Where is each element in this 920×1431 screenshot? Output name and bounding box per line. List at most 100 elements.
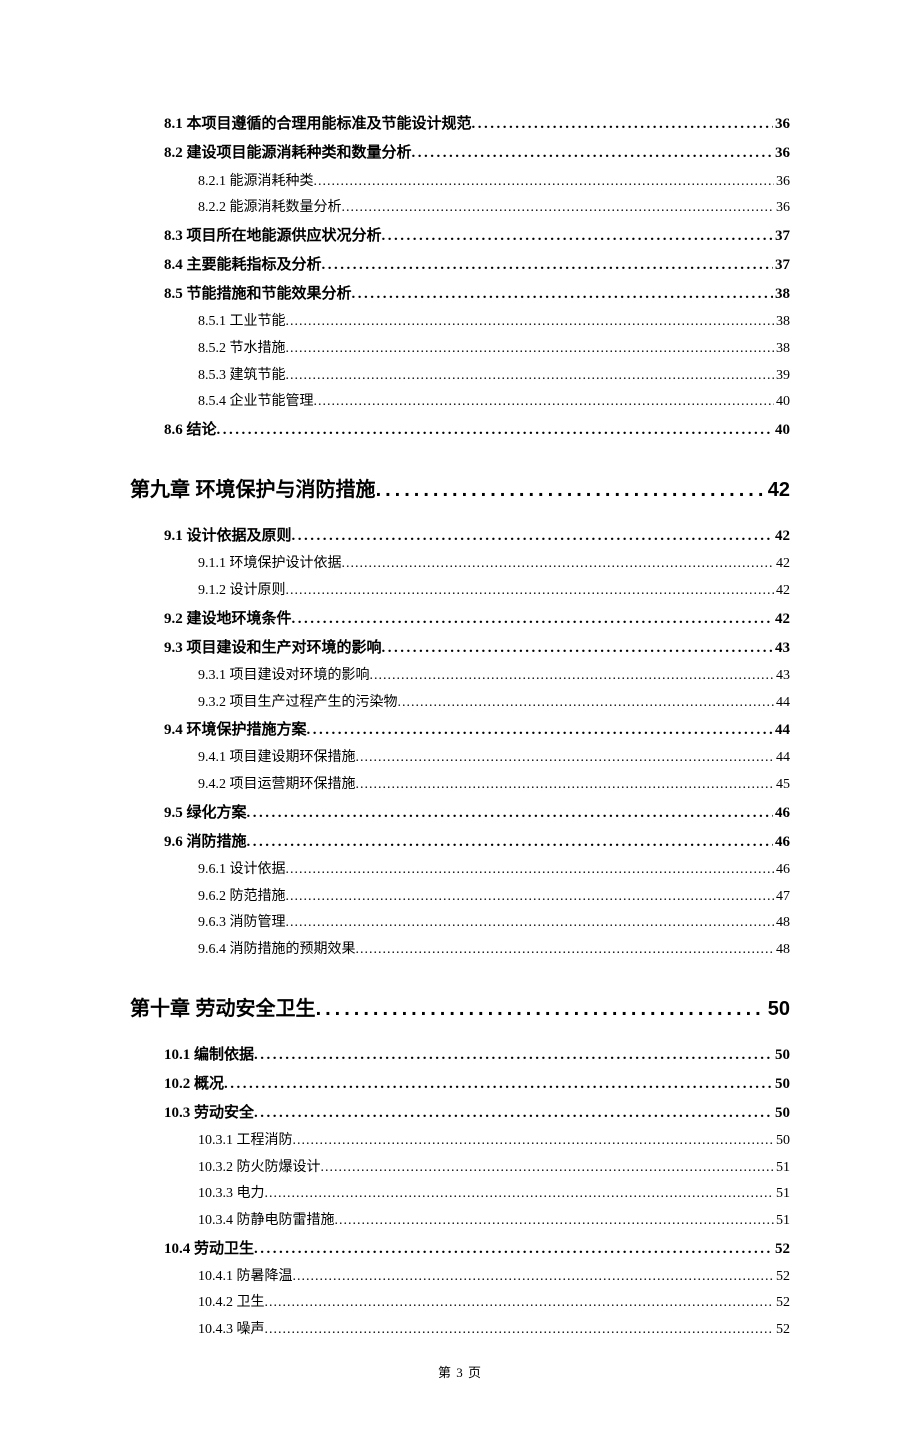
toc-entry: 8.5.4 企业节能管理............................…	[198, 389, 790, 416]
toc-entry: 10.3 劳动安全...............................…	[164, 1099, 790, 1128]
toc-entry-page: 45	[774, 772, 790, 799]
toc-entry: 10.2 概况.................................…	[164, 1070, 790, 1099]
toc-entry-label: 9.6.3 消防管理	[198, 910, 286, 937]
toc-entry-page: 48	[774, 937, 790, 964]
toc-entry-page: 46	[774, 857, 790, 884]
toc-entry: 8.4 主要能耗指标及分析...........................…	[164, 251, 790, 280]
toc-entry-page: 42	[773, 522, 790, 551]
toc-leader-dots: ........................................…	[412, 139, 773, 168]
toc-entry: 9.6 消防措施................................…	[164, 828, 790, 857]
toc-entry-page: 37	[773, 251, 790, 280]
toc-entry-page: 38	[774, 336, 790, 363]
toc-entry-page: 42	[773, 605, 790, 634]
toc-entry-page: 38	[773, 280, 790, 309]
toc-leader-dots: ........................................…	[314, 389, 775, 416]
toc-entry-label: 第九章 环境保护与消防措施	[130, 473, 376, 502]
toc-entry-page: 50	[766, 998, 790, 1021]
toc-entry: 9.6.1 设计依据..............................…	[198, 857, 790, 884]
toc-entry-label: 8.5.4 企业节能管理	[198, 389, 314, 416]
toc-entry-page: 52	[773, 1235, 790, 1264]
toc-leader-dots: ........................................…	[286, 578, 775, 605]
table-of-contents: 8.1 本项目遵循的合理用能标准及节能设计规范.................…	[130, 110, 790, 1344]
toc-leader-dots: ........................................…	[376, 479, 766, 502]
toc-entry: 8.2.2 能源消耗数量分析..........................…	[198, 195, 790, 222]
toc-entry: 9.3.1 项目建设对环境的影响........................…	[198, 663, 790, 690]
toc-entry-label: 10.3.4 防静电防雷措施	[198, 1208, 335, 1235]
toc-entry-page: 52	[774, 1264, 790, 1291]
toc-entry-label: 9.4 环境保护措施方案	[164, 716, 307, 745]
toc-leader-dots: ........................................…	[382, 634, 773, 663]
toc-entry: 8.6 结论..................................…	[164, 416, 790, 445]
toc-entry-page: 39	[774, 363, 790, 390]
toc-leader-dots: ........................................…	[247, 799, 773, 828]
toc-entry-label: 9.3.2 项目生产过程产生的污染物	[198, 690, 398, 717]
toc-leader-dots: ........................................…	[265, 1290, 775, 1317]
toc-entry-page: 36	[774, 169, 790, 196]
toc-entry: 9.6.2 防范措施..............................…	[198, 884, 790, 911]
toc-entry-page: 47	[774, 884, 790, 911]
toc-entry-page: 48	[774, 910, 790, 937]
toc-entry-label: 第十章 劳动安全卫生	[130, 992, 316, 1021]
toc-leader-dots: ........................................…	[254, 1041, 773, 1070]
toc-leader-dots: ........................................…	[382, 222, 773, 251]
toc-entry-label: 9.4.1 项目建设期环保措施	[198, 745, 356, 772]
toc-entry-page: 52	[774, 1290, 790, 1317]
toc-entry-label: 8.3 项目所在地能源供应状况分析	[164, 222, 382, 251]
toc-entry-label: 10.1 编制依据	[164, 1041, 254, 1070]
toc-entry: 9.6.4 消防措施的预期效果.........................…	[198, 937, 790, 964]
toc-entry-label: 8.2.1 能源消耗种类	[198, 169, 314, 196]
toc-leader-dots: ........................................…	[342, 551, 775, 578]
toc-entry-page: 40	[774, 389, 790, 416]
toc-entry-label: 10.2 概况	[164, 1070, 224, 1099]
toc-entry-page: 46	[773, 828, 790, 857]
toc-entry-page: 50	[773, 1070, 790, 1099]
toc-leader-dots: ........................................…	[286, 363, 775, 390]
toc-entry-label: 9.1 设计依据及原则	[164, 522, 292, 551]
toc-entry-page: 51	[774, 1208, 790, 1235]
toc-entry-label: 9.6.4 消防措施的预期效果	[198, 937, 356, 964]
toc-entry-label: 8.5 节能措施和节能效果分析	[164, 280, 352, 309]
toc-entry: 8.2 建设项目能源消耗种类和数量分析.....................…	[164, 139, 790, 168]
toc-entry-page: 46	[773, 799, 790, 828]
toc-entry-label: 9.6.1 设计依据	[198, 857, 286, 884]
toc-leader-dots: ........................................…	[265, 1181, 775, 1208]
toc-entry-page: 44	[774, 690, 790, 717]
toc-leader-dots: ........................................…	[254, 1235, 773, 1264]
toc-entry-page: 38	[774, 309, 790, 336]
toc-leader-dots: ........................................…	[254, 1099, 773, 1128]
toc-leader-dots: ........................................…	[342, 195, 775, 222]
toc-leader-dots: ........................................…	[322, 251, 773, 280]
toc-entry-label: 10.4.3 噪声	[198, 1317, 265, 1344]
toc-entry-page: 36	[773, 139, 790, 168]
toc-entry-page: 42	[774, 578, 790, 605]
toc-entry-label: 8.5.3 建筑节能	[198, 363, 286, 390]
toc-entry: 8.3 项目所在地能源供应状况分析.......................…	[164, 222, 790, 251]
toc-entry: 9.5 绿化方案................................…	[164, 799, 790, 828]
toc-entry: 8.5.2 节水措施..............................…	[198, 336, 790, 363]
toc-entry-label: 9.6.2 防范措施	[198, 884, 286, 911]
toc-entry-label: 8.2.2 能源消耗数量分析	[198, 195, 342, 222]
toc-leader-dots: ........................................…	[307, 716, 773, 745]
toc-entry-page: 36	[773, 110, 790, 139]
toc-entry: 9.3 项目建设和生产对环境的影响.......................…	[164, 634, 790, 663]
toc-entry: 8.5.1 工业节能..............................…	[198, 309, 790, 336]
toc-entry-label: 9.4.2 项目运营期环保措施	[198, 772, 356, 799]
toc-entry: 8.5.3 建筑节能..............................…	[198, 363, 790, 390]
toc-entry-label: 8.2 建设项目能源消耗种类和数量分析	[164, 139, 412, 168]
toc-entry-label: 9.5 绿化方案	[164, 799, 247, 828]
toc-leader-dots: ........................................…	[293, 1264, 775, 1291]
toc-leader-dots: ........................................…	[286, 336, 775, 363]
toc-leader-dots: ........................................…	[314, 169, 775, 196]
toc-leader-dots: ........................................…	[224, 1070, 773, 1099]
toc-leader-dots: ........................................…	[356, 745, 775, 772]
toc-entry-label: 9.3 项目建设和生产对环境的影响	[164, 634, 382, 663]
toc-leader-dots: ........................................…	[335, 1208, 775, 1235]
toc-leader-dots: ........................................…	[356, 937, 775, 964]
toc-entry-label: 10.4 劳动卫生	[164, 1235, 254, 1264]
toc-entry: 10.3.3 电力...............................…	[198, 1181, 790, 1208]
toc-entry: 9.1.1 环境保护设计依据..........................…	[198, 551, 790, 578]
toc-entry: 10.3.1 工程消防.............................…	[198, 1128, 790, 1155]
toc-entry-label: 10.3.2 防火防爆设计	[198, 1155, 321, 1182]
toc-entry: 10.1 编制依据...............................…	[164, 1041, 790, 1070]
toc-entry-page: 44	[774, 745, 790, 772]
